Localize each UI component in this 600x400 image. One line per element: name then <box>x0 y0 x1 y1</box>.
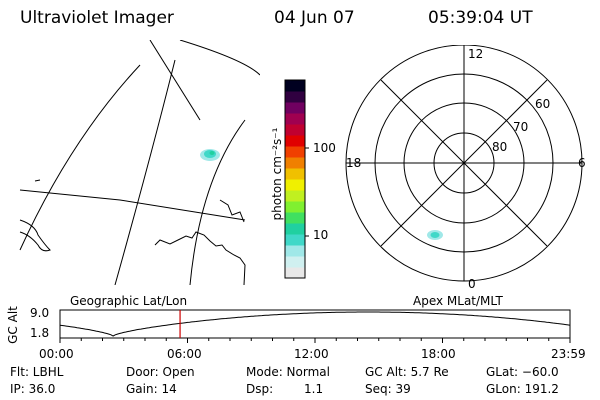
lat-label-80: 80 <box>492 140 508 154</box>
colorbar-frame <box>284 79 306 279</box>
ip-info: IP: 36.0 <box>10 382 56 396</box>
colorbar-unit-label: photon cm⁻²s⁻¹ <box>270 127 284 221</box>
colorbar-swatch <box>285 113 305 125</box>
colorbar-tick-label: 100 <box>313 141 336 155</box>
time-tick-label: 12:00 <box>294 347 329 361</box>
colorbar-swatch <box>285 245 305 257</box>
colorbar-swatch <box>285 168 305 180</box>
colorbar-swatch <box>285 190 305 202</box>
mlt-diagonal <box>380 79 548 247</box>
mlt-label-0: 0 <box>468 277 476 291</box>
image-time: 05:39:04 UT <box>428 8 533 28</box>
instrument-title: Ultraviolet Imager <box>20 8 174 28</box>
coastline <box>219 199 245 223</box>
seq-info: Seq: 39 <box>365 382 411 396</box>
mode-info: Mode: Normal <box>246 365 330 379</box>
colorbar-swatch <box>285 267 305 279</box>
colorbar-swatch <box>285 102 305 114</box>
door-info: Door: Open <box>126 365 195 379</box>
aurora-spot-geo <box>200 149 220 161</box>
geographic-map <box>19 40 260 285</box>
mlt-label-18: 18 <box>346 156 362 170</box>
filter-info: Flt: LBHL <box>10 365 64 379</box>
colorbar-swatch <box>285 157 305 169</box>
glat-info: GLat: −60.0 <box>486 365 559 379</box>
image-date: 04 Jun 07 <box>274 8 355 28</box>
dsp-info-value: 1.1 <box>304 382 324 396</box>
colorbar-swatch <box>285 146 305 158</box>
colorbar-swatch <box>285 201 305 213</box>
colorbar-swatch <box>285 91 305 103</box>
coastline <box>154 231 246 285</box>
glon-info: GLon: 191.2 <box>486 382 559 396</box>
polar-panel-label: Apex MLat/MLT <box>413 294 503 308</box>
colorbar-swatch <box>285 124 305 136</box>
colorbar-swatch <box>285 223 305 235</box>
latitude-grid-line <box>189 119 246 285</box>
colorbar-swatch <box>285 179 305 191</box>
colorbar-swatch <box>285 234 305 246</box>
aurora-spot-polar <box>427 230 443 240</box>
gc-alt-info: GC Alt: 5.7 Re <box>365 365 449 379</box>
altitude-plot-frame <box>59 309 571 339</box>
latitude-grid-line <box>179 40 260 76</box>
time-tick-label: 06:00 <box>167 347 202 361</box>
longitude-grid-line <box>19 64 141 251</box>
colorbar-swatch <box>285 80 305 92</box>
mlt-label-12: 12 <box>468 47 484 61</box>
lat-label-70: 70 <box>513 120 529 134</box>
polar-plot <box>345 45 583 282</box>
latitude-grid-line <box>149 40 201 121</box>
mlt-label-6: 6 <box>578 156 586 170</box>
geographic-panel-label: Geographic Lat/Lon <box>70 294 188 308</box>
altitude-tick-label: 9.0 <box>30 306 50 320</box>
lat-label-60: 60 <box>535 97 551 111</box>
colorbar-tick-label: 10 <box>313 228 329 242</box>
altitude-plot <box>59 309 571 343</box>
altitude-axis-title: GC Alt <box>6 306 20 344</box>
colorbar-swatch <box>285 212 305 224</box>
colorbar-swatch <box>285 256 305 268</box>
colorbar <box>284 79 309 279</box>
altitude-curve <box>59 311 571 337</box>
dsp-info-label: Dsp: <box>246 382 274 396</box>
coastline <box>19 219 51 252</box>
gain-info: Gain: 14 <box>126 382 177 396</box>
grid-line <box>19 189 246 221</box>
longitude-grid-line <box>114 59 176 285</box>
altitude-tick-label: 1.8 <box>30 326 50 340</box>
time-tick-label: 00:00 <box>39 347 74 361</box>
colorbar-swatch <box>285 135 305 147</box>
time-tick-label: 18:00 <box>421 347 456 361</box>
coast-mark <box>34 179 41 182</box>
time-tick-label: 23:59 <box>551 347 586 361</box>
